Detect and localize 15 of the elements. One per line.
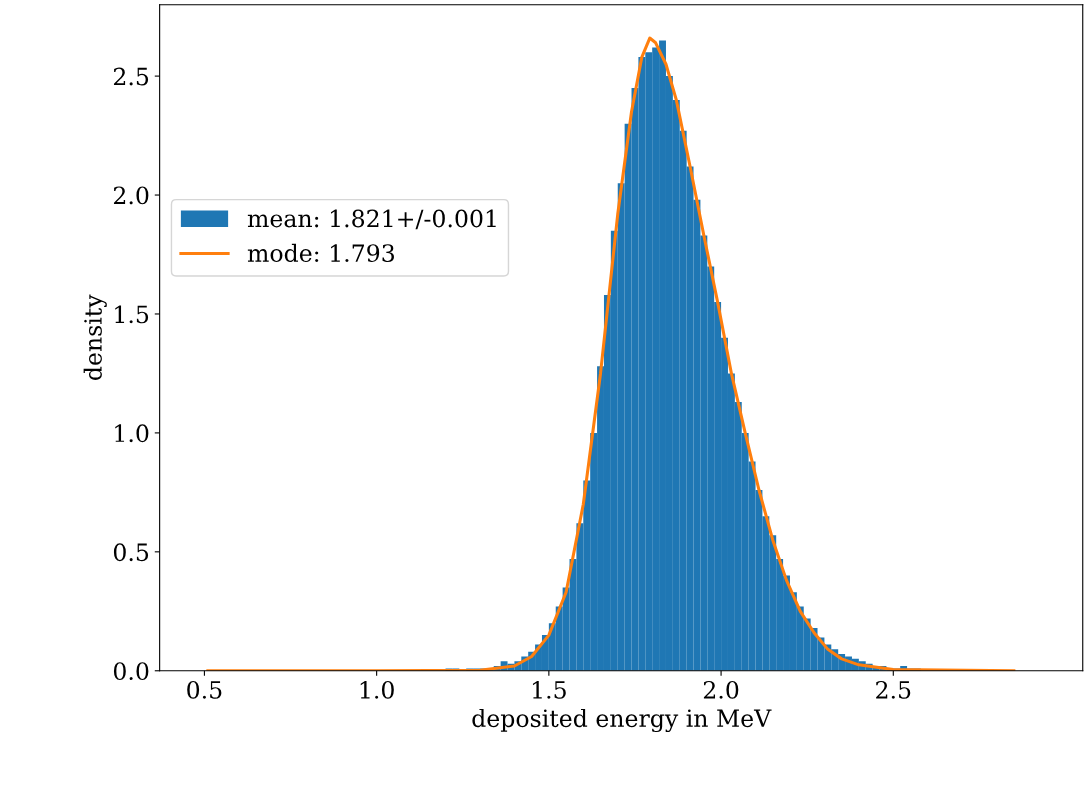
- x-axis-title: deposited energy in MeV: [472, 708, 772, 733]
- x-tick-label: 1.5: [532, 680, 566, 699]
- x-tick-label: 2.5: [876, 680, 911, 699]
- y-tick-label: 1.5: [115, 305, 149, 324]
- x-tick-label: 2.0: [703, 680, 739, 699]
- y-tick-label: 2.5: [113, 67, 149, 86]
- legend-label: mode: 1.793: [247, 243, 394, 263]
- y-tick-label: 0.0: [113, 662, 149, 681]
- y-tick-label: 1.0: [115, 424, 149, 443]
- legend-label: mean: 1.821+/-0.001: [247, 209, 496, 230]
- y-tick-label: 2.0: [113, 186, 149, 205]
- x-tick-label: 0.5: [187, 680, 222, 699]
- y-tick-label: 0.5: [113, 543, 149, 562]
- x-tick-label: 1.0: [360, 680, 394, 699]
- y-axis-title: density: [83, 294, 107, 380]
